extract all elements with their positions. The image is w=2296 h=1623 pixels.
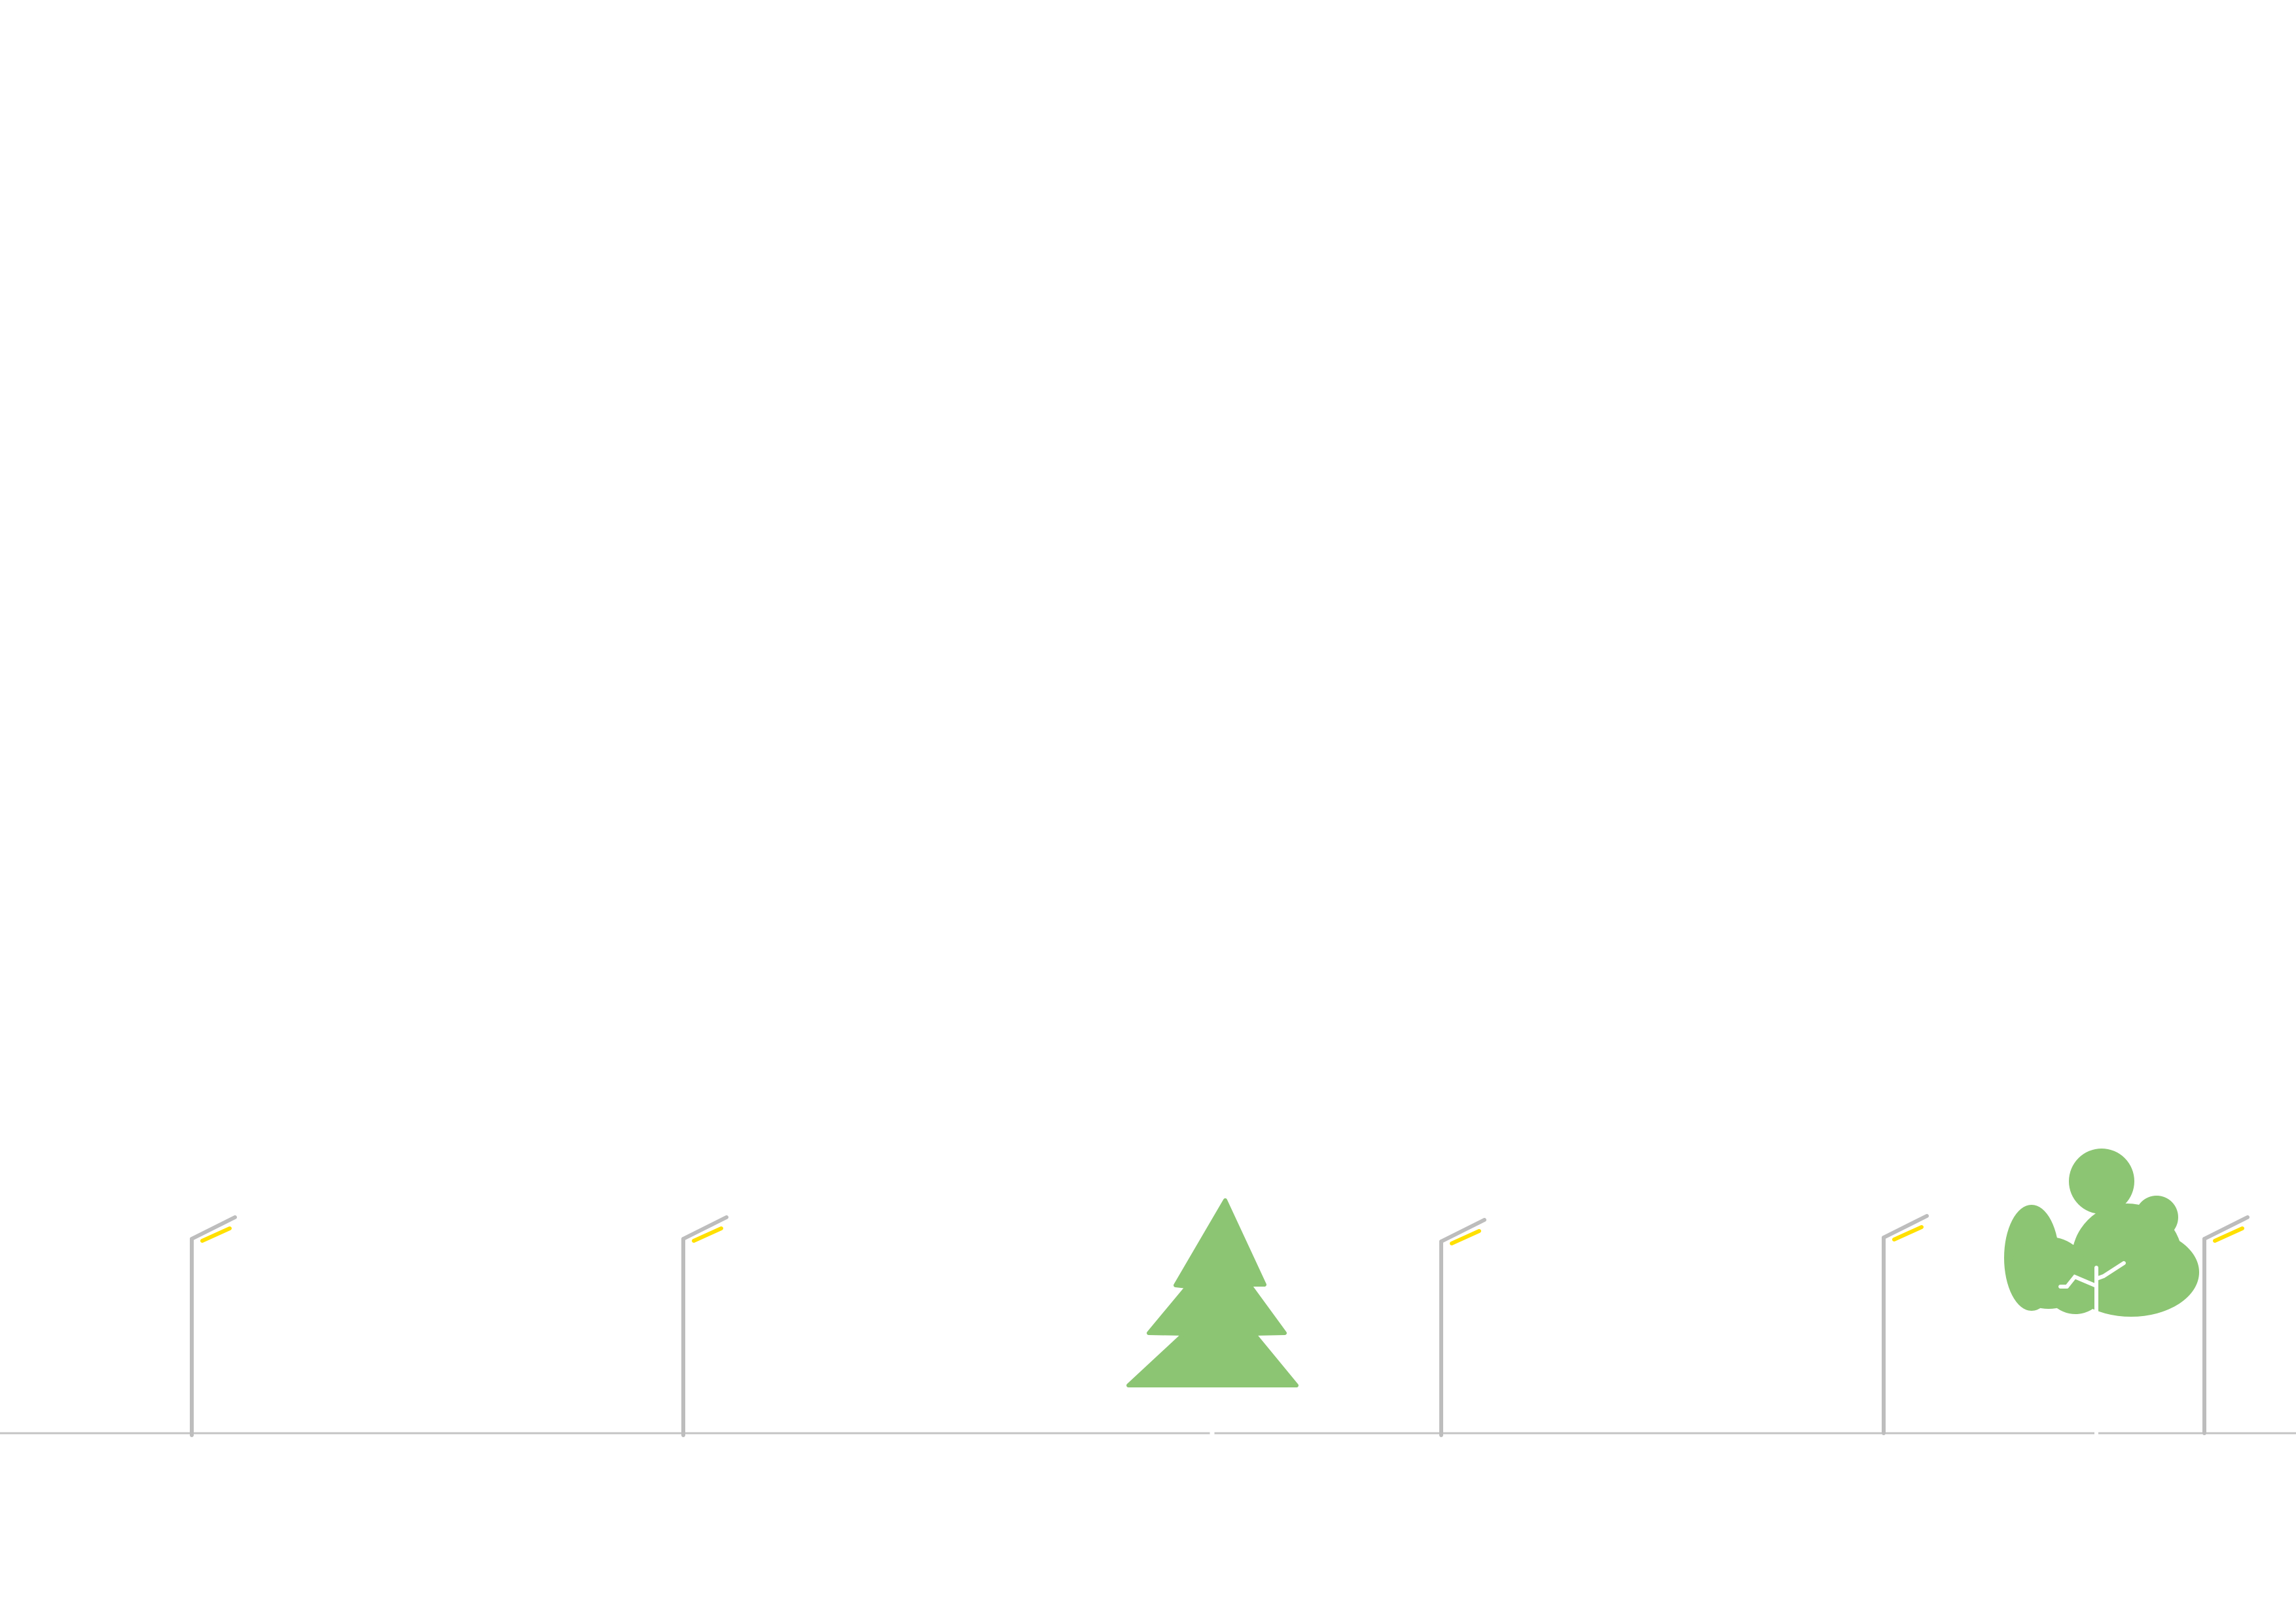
deciduous-trunk: [2058, 1261, 2126, 1436]
lamp-light: [2213, 1226, 2244, 1243]
lamp-arm: [1882, 1214, 1929, 1240]
lamp-light: [1450, 1229, 1481, 1245]
lamp-arm: [681, 1215, 728, 1241]
lamp-arm: [2202, 1215, 2250, 1241]
street-lamp-1: [190, 1215, 237, 1437]
conifer-foliage: [1126, 1198, 1299, 1387]
conifer-tree: [1126, 1198, 1299, 1435]
street-lamp-5: [2202, 1215, 2250, 1435]
deciduous-foliage: [2004, 1149, 2199, 1317]
lamp-light: [692, 1226, 723, 1243]
street-lamp-3: [1439, 1218, 1486, 1437]
lamp-light: [200, 1226, 232, 1243]
deciduous-tree: [2004, 1149, 2199, 1436]
street-lamp-2: [681, 1215, 728, 1437]
lamp-arm: [190, 1215, 237, 1241]
lamp-light: [1892, 1225, 1924, 1241]
street-lamp-4: [1882, 1214, 1929, 1435]
lamp-arm: [1439, 1218, 1486, 1243]
